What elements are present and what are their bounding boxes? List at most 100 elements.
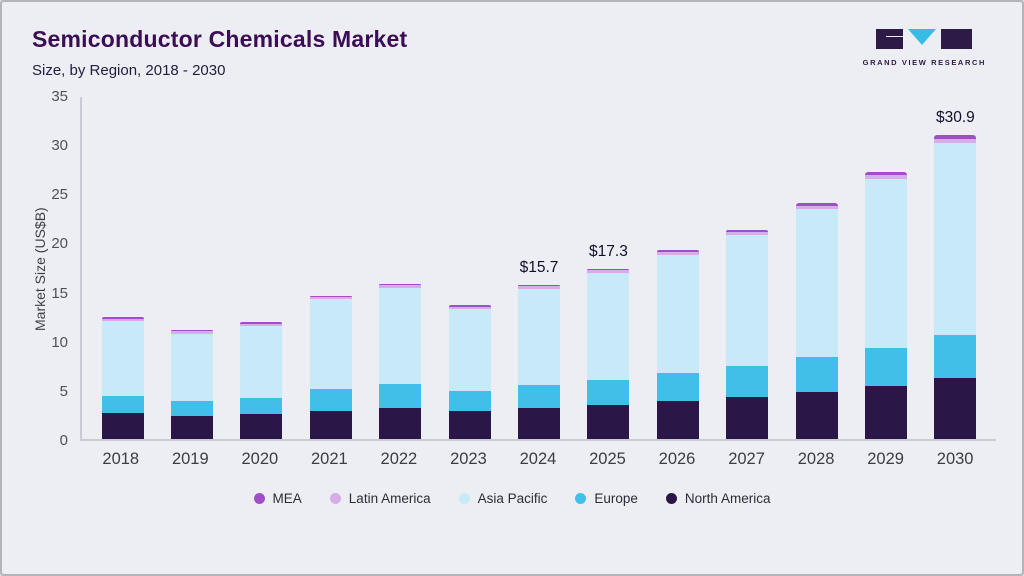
gvr-logo: GRAND VIEW RESEARCH [863,26,986,67]
chart: Market Size (US$B) 0 5 10 15 20 25 30 35 $15.7 $… [30,88,996,469]
bar-segment-north-america [726,396,769,439]
y-tick-label: 20 [51,235,68,253]
bar-segment-asia-pacific [171,333,214,401]
y-tick-label: 0 [59,432,68,449]
bar-slot [435,97,504,439]
page-title: Semiconductor Chemicals Market [32,26,408,52]
bar-segment-europe [101,395,144,414]
bar-segment-asia-pacific [448,309,491,391]
x-axis-label: 2027 [728,450,765,468]
bar-segment-north-america [240,414,283,439]
bar-segment-mea [726,229,769,232]
bar-slot: $30.9 [921,97,990,439]
titles: Semiconductor Chemicals Market Size, by … [32,26,407,79]
bar-segment-asia-pacific [240,325,283,398]
x-axis-label: 2028 [797,450,835,468]
y-tick-label: 10 [51,333,68,351]
x-axis-label: 2029 [867,450,904,468]
bar-segment-asia-pacific [656,255,699,374]
bar-segment-asia-pacific [934,143,977,335]
bar-segment-europe [656,373,699,401]
bar-segment-north-america [171,416,214,439]
bar-slot [296,97,365,439]
bar-slot [157,97,226,439]
bar-segment-latin-america [795,205,838,210]
bar-segment-mea [587,269,630,271]
data-label: $15.7 [519,258,559,276]
bar-segment-asia-pacific [587,272,630,381]
legend-dot-icon [575,493,587,504]
bar-segment-mea [171,329,214,332]
bar-segment-mea [518,284,561,287]
bar-segment-europe [726,366,769,397]
stacked-bar-2027 [726,229,769,439]
legend-dot-icon [458,493,470,504]
bar-segment-mea [795,203,838,206]
plot-area: $15.7 $17.3 $30.9 [80,97,996,441]
legend-label: Latin America [348,491,431,506]
bar-slot: $17.3 [574,97,643,439]
bar-segment-europe [309,388,352,411]
bar-segment-latin-america [379,285,422,288]
bar-segment-asia-pacific [726,234,769,367]
bar-segment-europe [518,384,561,408]
stacked-bar-2026 [656,250,699,439]
x-axis-labels: 2018 2019 2020 2021 2022 2023 2024 2025 2026 2027… [80,450,996,469]
x-axis-label: 2025 [589,450,626,468]
bar-slot [227,97,296,439]
y-tick-label: 35 [51,88,68,105]
bar-segment-latin-america [656,252,699,256]
bar-segment-north-america [934,378,977,439]
header: Semiconductor Chemicals Market Size, by … [2,2,1022,79]
bar-segment-mea [448,305,491,307]
bar-segment-latin-america [240,323,283,326]
x-axis-label: 2030 [936,450,974,468]
legend-item-europe: Europe [575,491,638,506]
x-axis-label: 2023 [450,450,487,468]
legend-dot-icon [665,493,677,504]
bar-segment-asia-pacific [101,321,144,396]
bar-segment-europe [171,400,214,417]
bar-segment-north-america [656,400,699,439]
bar-segment-mea [864,171,907,175]
y-tick-label: 5 [59,382,68,400]
stacked-bar-2022 [379,283,422,439]
bar-segment-europe [379,383,422,408]
bar-segment-north-america [309,410,352,439]
legend-item-asia-pacific: Asia Pacific [458,491,548,506]
bar-segment-north-america [864,385,907,439]
bar-segment-latin-america [101,318,144,322]
stacked-bar-2025 [587,269,630,439]
gvr-logo-text: GRAND VIEW RESEARCH [862,58,986,67]
legend-dot-icon [253,493,265,504]
bar-segment-asia-pacific [379,287,422,384]
bar-segment-asia-pacific [795,209,838,358]
bar-segment-asia-pacific [518,288,561,385]
legend: MEA Latin America Asia Pacific Europe North … [2,491,1022,506]
gvr-logo-icon [876,29,973,49]
bar-slot: $15.7 [504,97,573,439]
stacked-bar-2020 [240,322,283,439]
bar-segment-north-america [795,391,838,439]
chart-subtitle: Size, by Region, 2018 - 2030 [32,62,226,79]
data-label: $30.9 [935,109,975,127]
bar-segment-latin-america [448,306,491,310]
bar-segment-north-america [448,411,491,439]
stacked-bar-2018 [101,317,144,439]
y-tick-label: 15 [51,284,68,302]
plot-outer: 0 5 10 15 20 25 30 35 $15.7 $17.3 $30.9 2018 2019 2… [51,88,996,469]
legend-label: Asia Pacific [477,491,548,506]
bar-segment-europe [864,347,907,386]
bar-segment-north-america [379,407,422,439]
bar-segment-north-america [518,407,561,439]
legend-item-mea: MEA [253,491,302,506]
bar-slot [782,97,851,439]
stacked-bar-2019 [171,329,214,439]
bar-slot [366,97,435,439]
legend-item-north-america: North America [665,491,770,506]
bar-segment-mea [656,250,699,253]
bar-segment-europe [448,390,491,412]
x-axis-label: 2026 [658,450,696,468]
legend-label: Europe [594,491,638,506]
